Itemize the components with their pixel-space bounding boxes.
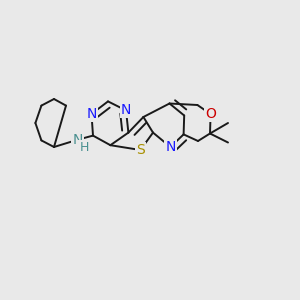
Text: N: N (121, 103, 131, 117)
Text: O: O (205, 107, 216, 121)
Text: N: N (86, 107, 97, 121)
Text: H: H (79, 141, 89, 154)
Text: S: S (136, 143, 145, 157)
Text: N: N (165, 140, 176, 154)
Text: N: N (72, 133, 82, 147)
